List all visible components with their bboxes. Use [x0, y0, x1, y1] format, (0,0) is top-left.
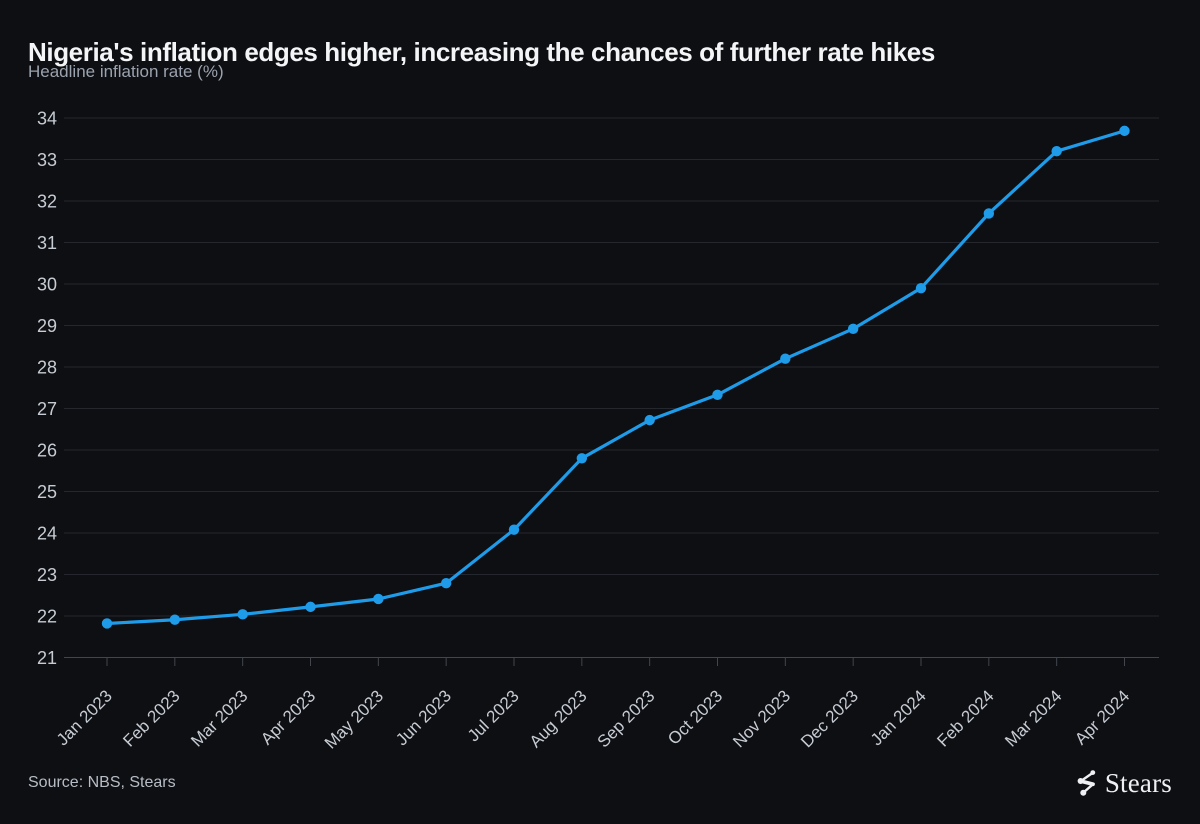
- data-point: [915, 282, 927, 294]
- x-axis-label: Jun 2023: [392, 686, 455, 749]
- y-axis-label: 25: [37, 482, 57, 502]
- data-point: [780, 353, 791, 364]
- stears-logo: Stears: [1075, 768, 1172, 799]
- data-point: [983, 208, 995, 219]
- y-axis-label: 29: [37, 316, 57, 336]
- data-point: [101, 618, 113, 629]
- data-point: [237, 609, 248, 620]
- x-axis-label: Aug 2023: [526, 686, 591, 751]
- y-axis-label: 33: [37, 150, 57, 170]
- page-title: Nigeria's inflation edges higher, increa…: [28, 37, 935, 68]
- y-axis-label: 24: [37, 524, 57, 544]
- y-axis-label: 32: [37, 192, 57, 212]
- x-axis-label: Jan 2024: [867, 686, 930, 749]
- x-axis-label: May 2023: [321, 686, 387, 752]
- y-axis-label: 26: [37, 441, 57, 461]
- x-axis-label: Mar 2023: [187, 686, 251, 750]
- x-axis-label: Dec 2023: [797, 686, 862, 751]
- stears-logo-text: Stears: [1104, 768, 1172, 798]
- x-axis-label: Oct 2023: [664, 686, 726, 748]
- x-axis-label: Nov 2023: [729, 686, 794, 751]
- x-axis-label: Sep 2023: [594, 686, 659, 751]
- x-axis-label: Mar 2024: [1001, 686, 1065, 750]
- x-axis-label: Jul 2023: [464, 686, 523, 745]
- data-point: [644, 414, 655, 426]
- y-axis-label: 30: [37, 275, 57, 295]
- data-point: [1051, 146, 1062, 157]
- data-point: [305, 601, 316, 613]
- data-point: [847, 323, 859, 335]
- y-axis-label: 22: [37, 607, 57, 627]
- y-axis-label: 21: [37, 648, 57, 668]
- data-point: [373, 593, 384, 605]
- data-point: [576, 453, 588, 464]
- x-axis-label: Jan 2023: [53, 686, 116, 749]
- data-point: [1119, 125, 1130, 137]
- y-axis-label: 28: [37, 358, 57, 378]
- chart-subtitle: Headline inflation rate (%): [28, 62, 224, 81]
- data-point: [508, 524, 520, 535]
- x-axis-label: Feb 2024: [933, 686, 997, 750]
- y-axis-label: 27: [37, 399, 57, 419]
- x-axis-label: Apr 2023: [257, 686, 319, 748]
- data-point: [169, 614, 181, 625]
- stears-network-icon: [1075, 769, 1100, 798]
- data-point: [712, 389, 723, 401]
- inflation-line: [105, 129, 1127, 626]
- y-axis-label: 31: [37, 233, 57, 253]
- y-axis-label: 34: [37, 109, 57, 129]
- y-axis-label: 23: [37, 565, 57, 585]
- x-axis-label: Apr 2024: [1071, 686, 1133, 748]
- x-axis-label: Feb 2023: [119, 686, 183, 750]
- data-point: [440, 578, 452, 589]
- source-text: Source: NBS, Stears: [28, 774, 176, 791]
